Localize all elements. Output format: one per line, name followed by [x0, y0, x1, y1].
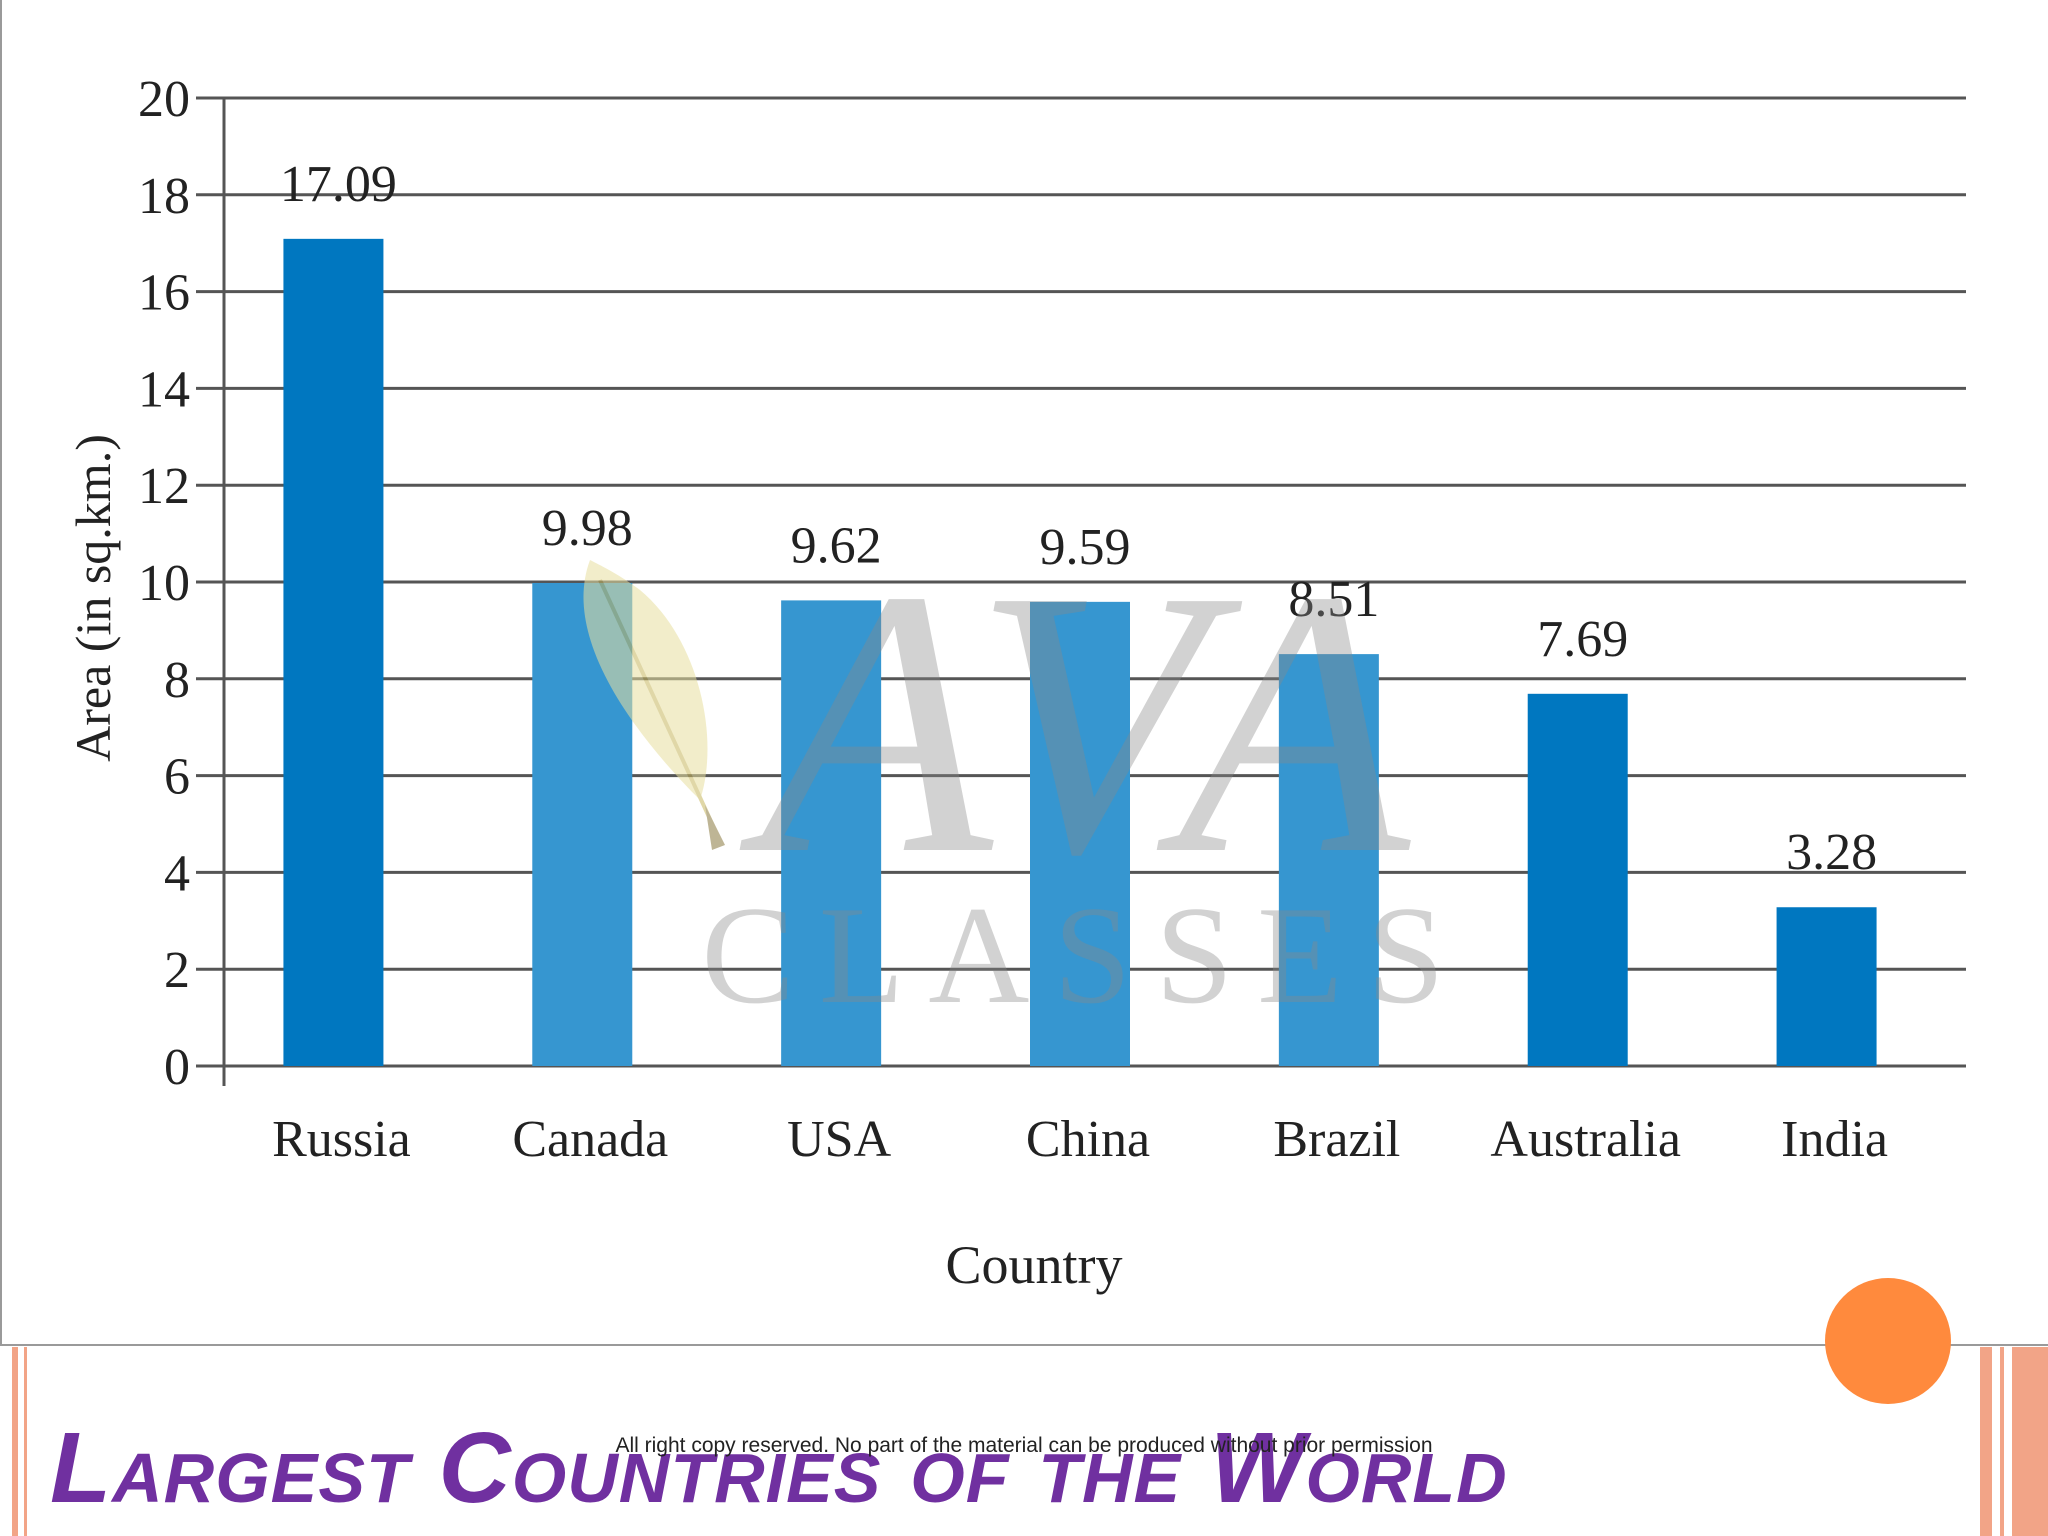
bar-chart: 17.09 9.98 9.62 9.59 8.51 7.69 3.28 0 2 4 6 8 10 12 1… — [65, 71, 1966, 1295]
y-tick-label: 0 — [164, 1039, 190, 1096]
bar — [1527, 693, 1628, 1066]
decorative-stripe-right-3 — [2012, 1347, 2048, 1536]
y-tick-label: 12 — [138, 458, 190, 515]
y-tick-label: 4 — [164, 845, 190, 902]
decorative-stripe-right-2 — [2000, 1347, 2004, 1536]
data-label: 7.69 — [1537, 611, 1628, 668]
decorative-stripe-right — [1980, 1347, 1992, 1536]
data-label: 17.09 — [280, 156, 397, 213]
y-tick-label: 18 — [138, 168, 190, 225]
bar — [1278, 654, 1379, 1066]
slide-title: Largest Countries of the World — [50, 1412, 1508, 1524]
data-label: 3.28 — [1786, 824, 1877, 881]
y-tick-label: 14 — [138, 361, 190, 418]
bar — [532, 582, 633, 1066]
axes: 0 2 4 6 8 10 12 14 16 18 20 Russia Canada USA China Bra… — [138, 71, 1888, 1168]
decorative-stripe-left-2 — [24, 1347, 27, 1536]
data-label: 9.98 — [542, 500, 633, 557]
x-tick-label: China — [1026, 1111, 1150, 1168]
y-tick-label: 20 — [138, 71, 190, 128]
data-label: 8.51 — [1288, 571, 1379, 628]
data-label: 9.59 — [1040, 519, 1131, 576]
x-tick-label: Brazil — [1273, 1111, 1400, 1168]
x-tick-label: India — [1781, 1111, 1888, 1168]
bar — [1030, 601, 1130, 1066]
chart-panel: 17.09 9.98 9.62 9.59 8.51 7.69 3.28 0 2 4 6 8 10 12 1… — [0, 0, 2048, 1346]
data-label: 9.62 — [791, 517, 882, 574]
bar — [1776, 907, 1877, 1066]
y-axis-label: Area (in sq.km.) — [65, 434, 121, 762]
x-tick-label: Russia — [272, 1111, 411, 1168]
data-labels: 17.09 9.98 9.62 9.59 8.51 7.69 3.28 — [280, 156, 1877, 881]
bars — [283, 238, 1877, 1066]
y-tick-label: 8 — [164, 652, 190, 709]
x-tick-label: Australia — [1490, 1111, 1681, 1168]
x-tick-label: USA — [787, 1111, 891, 1168]
y-tick-label: 2 — [164, 942, 190, 999]
copyright-notice: All right copy reserved. No part of the … — [615, 1434, 1433, 1457]
x-tick-label: Canada — [512, 1111, 668, 1168]
bar — [781, 600, 882, 1066]
y-tick-label: 6 — [164, 749, 190, 806]
decorative-orange-circle — [1825, 1278, 1951, 1404]
bar — [283, 238, 384, 1066]
y-tick-label: 16 — [138, 265, 190, 322]
y-tick-label: 10 — [138, 555, 190, 612]
decorative-stripe-left — [12, 1347, 18, 1536]
x-axis-label: Country — [945, 1235, 1122, 1295]
